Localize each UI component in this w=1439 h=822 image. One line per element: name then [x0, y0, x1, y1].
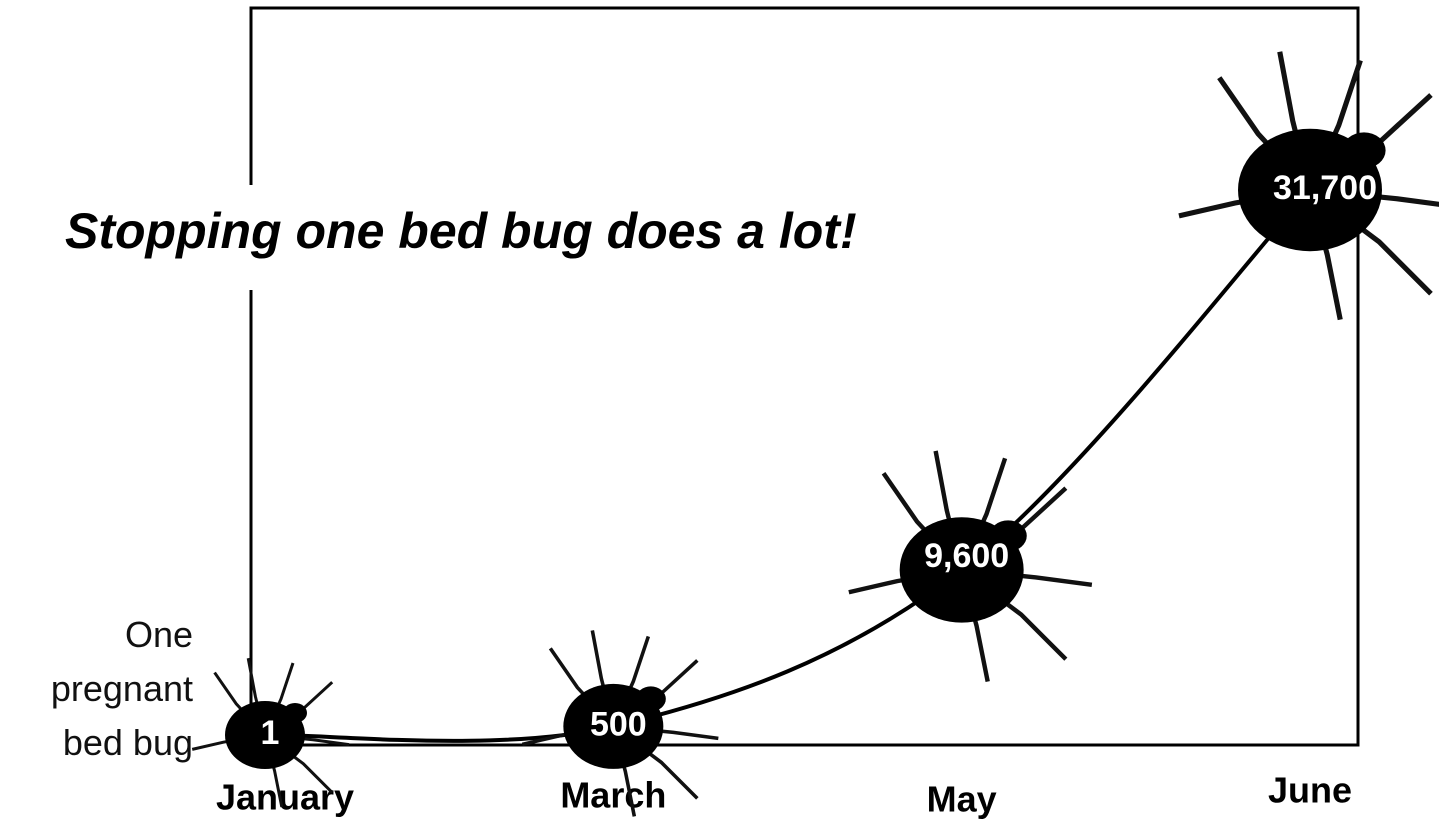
value-label: 1	[261, 714, 280, 752]
value-label: 9,600	[924, 537, 1009, 575]
x-tick-label: January	[216, 777, 354, 818]
chart-title: Stopping one bed bug does a lot!	[65, 203, 857, 259]
bug-head	[1342, 132, 1385, 168]
x-tick-label: May	[927, 779, 997, 820]
page: Stopping one bed bug does a lot! January…	[0, 0, 1439, 822]
bug-head	[283, 703, 307, 723]
chart: Stopping one bed bug does a lot! January…	[0, 0, 1439, 822]
annotation: One pregnant bed bug	[0, 608, 193, 770]
value-label: 31,700	[1273, 169, 1377, 207]
frame	[251, 8, 1358, 745]
x-tick-label: June	[1268, 770, 1352, 811]
x-tick-label: March	[560, 775, 666, 816]
value-label: 500	[590, 705, 647, 743]
